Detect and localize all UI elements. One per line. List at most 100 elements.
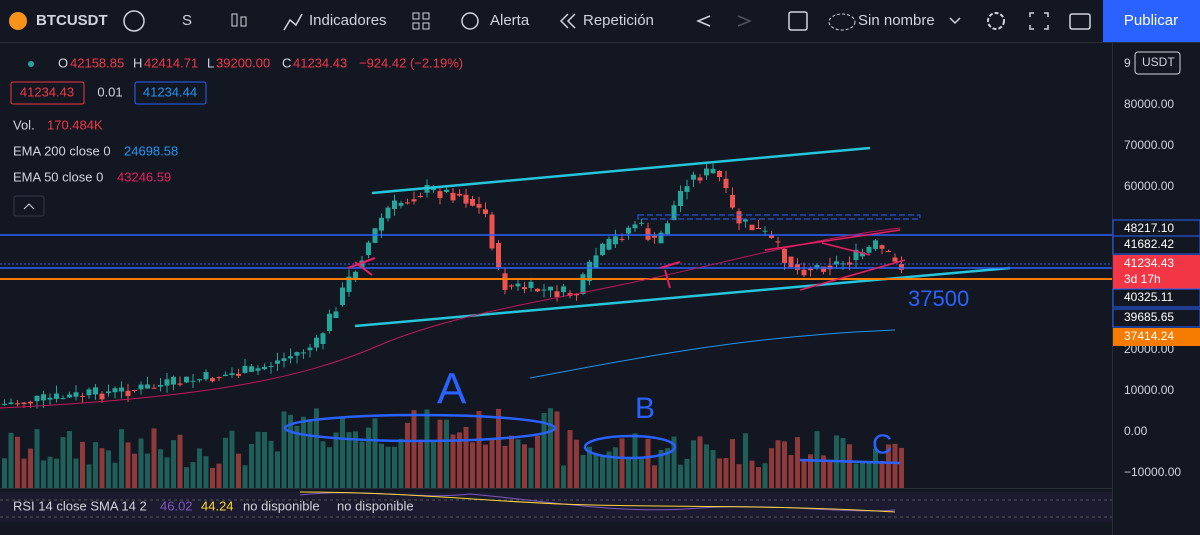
volume-bar: [645, 438, 651, 488]
cloud-icon[interactable]: [828, 13, 856, 31]
collapse-icon[interactable]: [23, 203, 35, 210]
coin-icon: [9, 12, 27, 30]
volume-bar: [307, 419, 313, 488]
candle-body: [320, 333, 326, 344]
price-tag: [1113, 271, 1200, 289]
volume-bar: [684, 458, 690, 488]
candle-body: [717, 171, 722, 178]
collapse-button[interactable]: [13, 195, 45, 217]
snapshot-icon[interactable]: [1069, 13, 1091, 30]
candle-body: [177, 383, 183, 385]
volume-bar: [171, 440, 176, 488]
volume-bar: [463, 426, 469, 488]
candle-body: [67, 394, 72, 398]
layout-name[interactable]: Sin nombre: [858, 12, 935, 29]
volume: 170.484K: [47, 117, 103, 132]
settings-icon[interactable]: [987, 12, 1005, 30]
candle-body: [80, 395, 85, 397]
candle-body: [73, 392, 79, 397]
volume-bar: [671, 436, 677, 488]
volume-bar: [626, 457, 631, 488]
layout-menu[interactable]: [949, 17, 961, 25]
volume-bar: [314, 408, 319, 488]
candle-body: [21, 402, 27, 405]
price-tag: [1113, 255, 1200, 273]
price-tag: [1112, 288, 1200, 308]
candle-body: [483, 209, 488, 214]
volume-bar: [710, 450, 716, 488]
volume-bar: [795, 437, 800, 488]
bid-box[interactable]: [10, 81, 85, 105]
fullscreen-icon[interactable]: [788, 11, 808, 31]
candle-body: [99, 393, 105, 400]
alert[interactable]: Alerta: [490, 12, 530, 29]
publish[interactable]: Publicar: [1124, 12, 1178, 29]
symbol[interactable]: BTCUSDT: [36, 12, 108, 29]
candle-body: [444, 189, 449, 192]
volume-bar: [418, 439, 423, 488]
replay-icon[interactable]: [559, 13, 576, 29]
interval[interactable]: S: [182, 12, 192, 29]
undo-icon[interactable]: [696, 15, 711, 27]
volume-bar: [145, 453, 150, 488]
add-icon[interactable]: [123, 10, 145, 32]
candle-body: [710, 168, 716, 174]
candle-body: [645, 228, 651, 240]
volume-bar: [398, 438, 404, 488]
volume-bar: [106, 450, 111, 488]
triangle-pattern: [764, 229, 906, 291]
volume-bar: [80, 441, 85, 488]
candle-body: [762, 230, 768, 232]
volume-bar: [470, 442, 475, 488]
candle-body: [593, 255, 599, 268]
replay[interactable]: Repetición: [583, 12, 654, 29]
volume-bar: [164, 457, 170, 488]
candle-body: [346, 276, 352, 292]
candle-body: [489, 214, 495, 249]
indicators[interactable]: Indicadores: [309, 12, 387, 29]
candle-body: [34, 395, 40, 402]
ema200-label: EMA 200 close 0: [13, 143, 111, 158]
ask-box[interactable]: [134, 81, 207, 105]
currency-button[interactable]: [1134, 51, 1181, 75]
redo-icon[interactable]: [737, 15, 752, 27]
candle-body: [132, 390, 137, 392]
publish-button[interactable]: [1103, 0, 1200, 42]
candle-body: [398, 203, 404, 206]
candle-body: [600, 243, 605, 255]
chart-type-icon[interactable]: [231, 13, 247, 27]
volume-bar: [639, 459, 644, 488]
candle-body: [606, 238, 612, 250]
arrow-drawing: [347, 257, 681, 289]
bid[interactable]: 41234.43: [20, 84, 74, 99]
volume-bar: [840, 437, 846, 488]
open-label: O: [58, 55, 68, 70]
volume-bar: [697, 436, 703, 488]
candle-body: [2, 403, 7, 405]
templates-icon[interactable]: [412, 12, 430, 30]
axis-label: 60000.00: [1124, 179, 1174, 193]
status-dot: [28, 61, 34, 67]
volume-bar: [652, 465, 657, 488]
ask[interactable]: 41234.44: [143, 84, 197, 99]
candle-body: [255, 368, 261, 371]
volume-bar: [346, 432, 352, 488]
candle-body: [184, 376, 189, 383]
annotation-c: C: [872, 428, 892, 459]
volume-bar: [190, 462, 196, 488]
currency[interactable]: USDT: [1142, 55, 1175, 69]
volume-bar: [327, 447, 332, 488]
candle-body: [164, 379, 170, 386]
price-tag-label: 41234.43: [1124, 256, 1174, 270]
volume-bar: [528, 447, 534, 488]
volume-bar: [54, 458, 59, 488]
alert-icon[interactable]: [461, 12, 479, 30]
candle-body: [665, 223, 670, 235]
expand-icon[interactable]: [1029, 12, 1049, 30]
indicators-icon[interactable]: [283, 13, 303, 31]
candle-body: [197, 379, 202, 381]
spread: 0.01: [97, 84, 122, 99]
volume-bar: [509, 435, 514, 488]
volume-bar: [775, 440, 781, 488]
volume-bar: [223, 437, 228, 488]
